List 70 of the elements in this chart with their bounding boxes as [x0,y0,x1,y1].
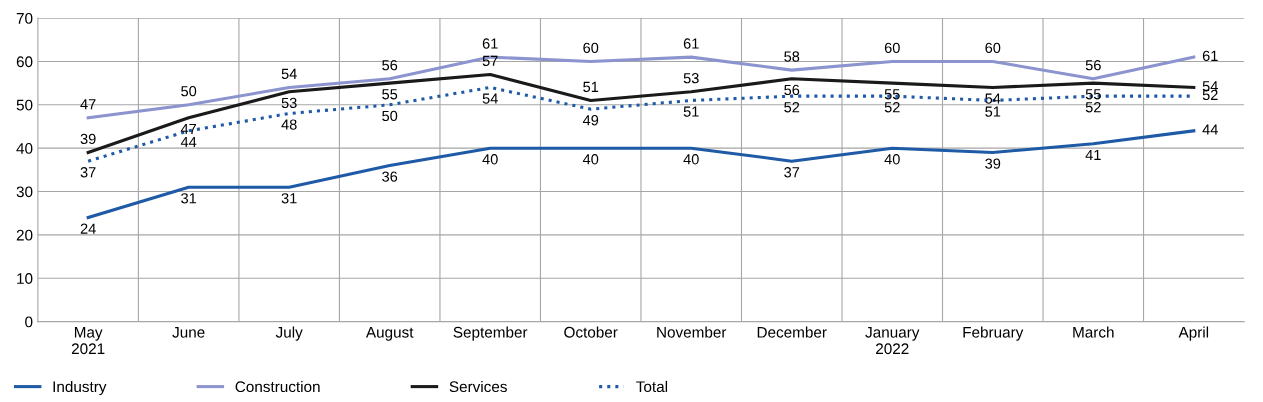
x-tick-label: January 2022 [865,327,920,355]
x-tick-label: November [657,326,727,338]
data-label: 40 [482,154,498,165]
x-tick-label: May 2021 [71,327,105,355]
data-label: 39 [80,133,96,145]
data-label: 61 [482,38,498,49]
data-label: 37 [80,167,96,178]
data-label: 40 [582,154,599,165]
data-label: 31 [281,193,297,204]
data-label: 24 [80,223,96,234]
data-label: 53 [281,97,297,109]
data-label: 58 [784,51,800,62]
y-tick-label: 70 [16,12,33,24]
data-label: 47 [180,123,197,134]
x-tick-label: December [757,326,827,338]
x-tick-label: July [275,326,303,341]
data-label: 51 [683,106,699,117]
data-label: 47 [80,99,96,110]
data-label: 55 [884,89,900,100]
data-label: 61 [683,38,699,49]
data-label: 36 [382,171,398,182]
legend-label: Industry [53,380,107,396]
data-label: 61 [1202,50,1218,62]
data-label: 48 [281,119,297,130]
data-label: 60 [583,42,599,54]
data-label: 41 [1085,149,1101,160]
data-label: 56 [382,60,398,71]
data-label: 60 [985,42,1001,54]
data-label: 49 [582,115,599,126]
x-tick-label: April [1178,326,1209,341]
legend-label: Construction [235,380,320,393]
data-label: 52 [884,102,900,113]
data-label: 53 [683,73,699,84]
data-label: 54 [985,93,1001,104]
y-tick-label: 20 [16,229,33,241]
y-tick-label: 10 [17,273,33,284]
data-label: 37 [784,167,800,178]
data-label: 40 [884,154,900,165]
data-label: 55 [1085,89,1101,100]
data-label: 52 [784,102,800,113]
y-tick-label: 40 [16,143,33,154]
legend-label: Services [449,380,507,393]
x-tick-label: October [564,326,618,338]
data-label: 56 [1085,60,1101,71]
legend-label: Total [636,380,668,393]
x-tick-label: February [963,326,1024,341]
x-tick-label: September [453,326,528,341]
x-tick-label: March [1073,326,1114,338]
y-tick-label: 30 [16,186,33,198]
data-label: 56 [784,84,800,96]
data-label: 55 [382,89,398,100]
data-label: 39 [985,158,1001,169]
data-label: 52 [1085,102,1101,113]
data-label: 54 [482,93,498,104]
data-label: 40 [683,154,699,165]
data-label: 51 [583,81,599,93]
data-label: 54 [281,68,297,80]
data-label: 50 [181,86,197,97]
data-label: 44 [180,136,197,147]
x-tick-label: June [172,327,205,338]
data-label: 57 [482,55,498,67]
data-label: 60 [884,42,900,54]
y-tick-label: 60 [16,56,33,68]
data-label: 50 [382,110,398,122]
y-tick-label: 50 [16,99,33,111]
data-label: 44 [1202,124,1218,135]
y-tick-label: 0 [25,316,33,328]
data-label: 31 [181,193,197,204]
data-label: 51 [985,106,1001,117]
x-tick-label: August [365,327,414,341]
